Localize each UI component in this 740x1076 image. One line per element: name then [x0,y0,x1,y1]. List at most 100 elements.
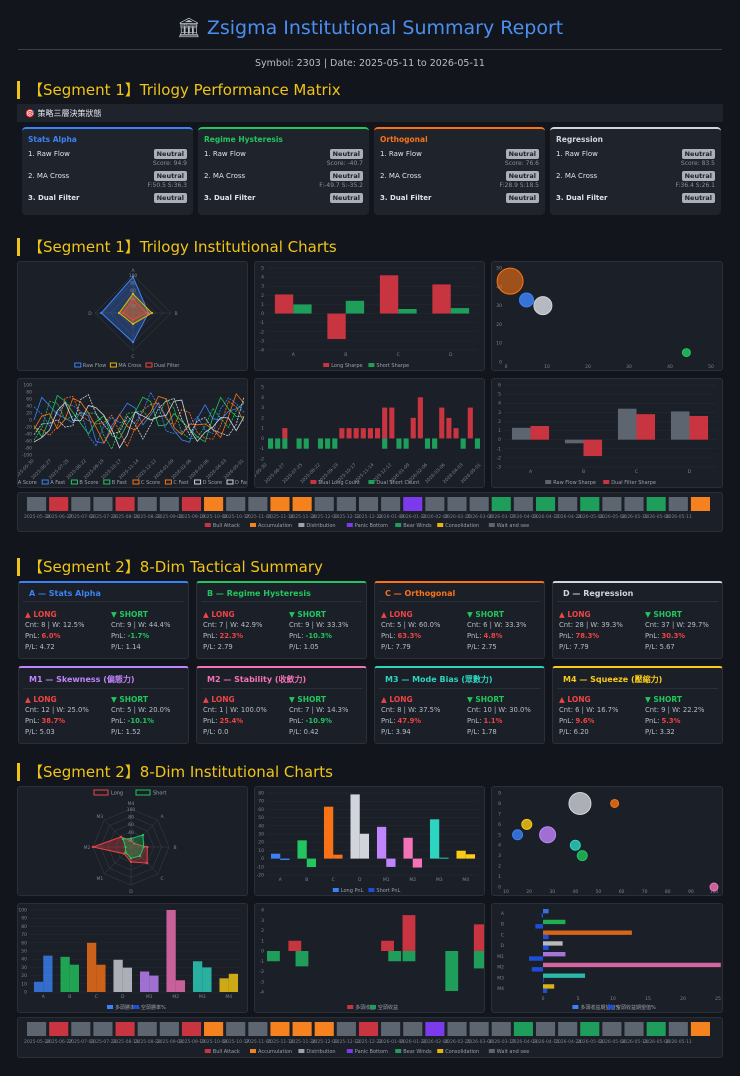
legend-swatch [603,480,610,484]
regime-cell [491,497,511,511]
date-label: 2025-06-27 [46,514,72,520]
strategy-card: Regime Hysteresis 1. Raw Flow Neutral Score… [198,127,369,215]
tactical-card: C — Orthogonal ▲ LONG Cnt: 5 | W: 60.0% PnL… [374,581,545,659]
legend-label: Wait and see [497,523,529,529]
date-label: 2025-12-03 [312,514,338,520]
bar [429,819,440,859]
category-label: A [42,994,46,1000]
series-line [33,396,245,444]
status-badge: Neutral [153,171,187,181]
bar [388,951,402,962]
date-label: 2025-12-22 [356,1039,382,1045]
tactical-name: D — Regression [557,583,718,602]
tick-label: 10 [21,981,27,987]
tick-label: 0 [542,996,545,1002]
bar [402,915,416,951]
bubble-point [519,292,534,308]
tactical-card: M3 — Mode Bias (眾數力) ▲ LONG Cnt: 8 | W: 37… [374,666,545,744]
chart-winrate-bars: 0 10 20 30 40 50 60 70 80 90 100 A B C D M1 M2 M3 M4 多頭勝率% 空… [17,903,248,1013]
bar [398,309,417,314]
bar [288,940,302,951]
tick-label: -3 [497,465,502,471]
date-label: 2026-05-11 [666,514,692,520]
radar-axis-label: A [131,268,135,274]
date-label: 2026-01-09 [378,1039,404,1045]
category-label: D [501,943,505,949]
pnl-line: PnL: -10.3% [289,632,332,640]
regime-cell [513,1022,533,1036]
bar [270,853,281,859]
bar [282,428,288,439]
legend-swatch [164,479,172,485]
count-winrate: Cnt: 5 | W: 20.0% [111,706,171,714]
category-label: M4 [497,986,504,992]
long-stats: ▲ LONG Cnt: 12 | W: 25.0% PnL: 38.7% P/L: 5… [25,694,97,738]
count-winrate: Cnt: 37 | W: 29.7% [645,621,709,629]
legend-label: 多頭勝率% [115,1004,140,1011]
bar [543,977,544,983]
radar-axis-label: M2 [84,845,91,851]
bar [445,951,459,991]
long-stats: ▲ LONG Cnt: 5 | W: 60.0% PnL: 63.3% P/L: 7.… [381,609,453,653]
tick-label: 20 [21,973,27,979]
short-stats: ▼ SHORT Cnt: 6 | W: 33.3% PnL: 4.8% P/L: 2.… [467,609,539,653]
date-label: 2025-12-03 [312,1039,338,1045]
long-heading: ▲ LONG [559,610,591,619]
regime-cell [49,497,69,511]
tick-label: 6 [498,822,501,828]
regime-cell [226,1022,246,1036]
radar-tick: 60 [128,822,134,828]
legend-label: Short [153,791,166,797]
date-label: 2025-08-11 [113,1039,139,1045]
tactical-card: B — Regime Hysteresis ▲ LONG Cnt: 7 | W: 4… [196,581,367,659]
pnl-line: PnL: -10.1% [111,717,154,725]
bar [306,858,317,868]
tick-label: 20 [526,889,532,895]
legend-swatch [298,523,305,527]
tick-label: 60 [258,807,264,813]
regime-cell [27,497,47,511]
radar-tick: 100 [129,273,138,279]
tick-label: 3 [261,918,264,924]
status-badge: Neutral [505,171,539,181]
tick-label: 3 [498,410,501,416]
bar [360,428,366,439]
bar [297,840,307,859]
regime-cell [292,1022,312,1036]
legend-swatch [250,1049,256,1053]
tick-label: 30 [258,832,264,838]
pnl-line: PnL: 9.6% [559,717,595,725]
legend-label: Consolidation [445,1049,479,1055]
tick-label: 20 [258,840,264,846]
legend-swatch [323,363,330,367]
date-label: 2026-04-03 [511,514,537,520]
bar [531,967,543,972]
tactical-card: M4 — Squeeze (壓縮力) ▲ LONG Cnt: 6 | W: 16.7… [552,666,723,744]
radar-point [129,857,133,860]
bar [228,973,239,992]
target-icon: 🎯 [25,109,38,118]
date-label: 2025-12-12 [334,514,360,520]
bar [317,438,324,449]
strategy-name: Stats Alpha [28,135,77,144]
legend-swatch [133,1005,139,1009]
date-label: 2026-04-24 [555,1039,581,1045]
tick-label: 5 [261,266,264,272]
legend-swatch [250,523,256,527]
bar [267,951,280,962]
legend-label: Long [111,791,123,797]
radar-tick: 40 [130,296,136,302]
bar [149,975,159,992]
tick-label: 4 [498,843,501,849]
row-score: Score: -40.7 [326,160,363,167]
pnl-value: 5.3% [661,717,681,725]
profit-loss-ratio: P/L: 3.94 [381,728,411,736]
bar [327,313,346,340]
bar [367,428,373,439]
date-label: 2025-11-14 [267,1039,293,1045]
bar [202,967,212,992]
category-label: B [501,922,504,928]
tick-label: 40 [258,823,264,829]
count-winrate: Cnt: 28 | W: 39.3% [559,621,623,629]
date-label: 2025-12-12 [334,1039,360,1045]
